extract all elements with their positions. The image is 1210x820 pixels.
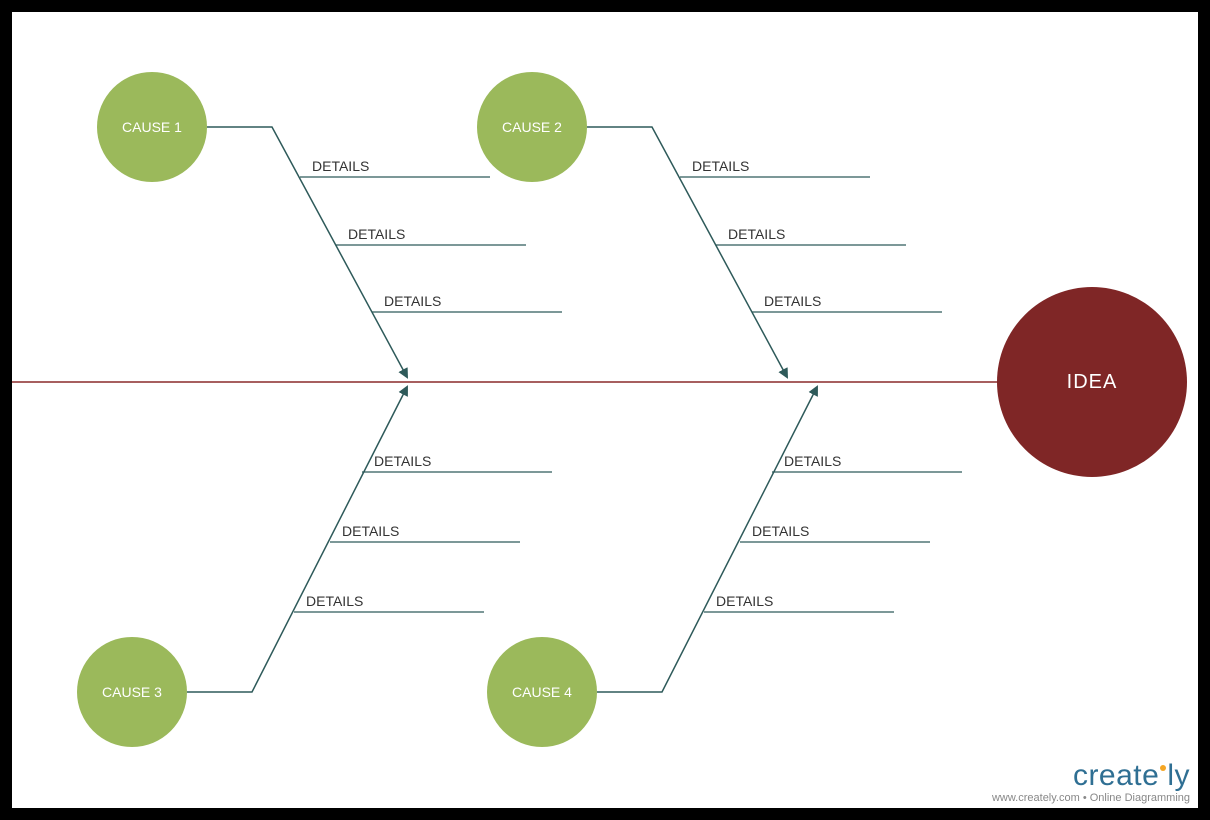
cause-2-label: CAUSE 2: [502, 119, 562, 135]
cause-3-detail-label-2: DETAILS: [306, 593, 363, 609]
brand-part2: ly: [1167, 759, 1190, 792]
cause-3-label: CAUSE 3: [102, 684, 162, 700]
cause-3-detail-label-0: DETAILS: [374, 453, 431, 469]
cause-4-label: CAUSE 4: [512, 684, 572, 700]
cause-1-label: CAUSE 1: [122, 119, 182, 135]
cause-4-detail-label-1: DETAILS: [752, 523, 809, 539]
cause-4-detail-label-0: DETAILS: [784, 453, 841, 469]
cause-3-detail-label-1: DETAILS: [342, 523, 399, 539]
cause-1-bone: [207, 127, 407, 377]
cause-1-detail-label-2: DETAILS: [384, 293, 441, 309]
fishbone-svg: DETAILS DETAILS DETAILS CAUSE 1 DETAILS DETAI…: [12, 12, 1198, 808]
idea-label: IDEA: [1067, 371, 1118, 393]
brand-logo: creately: [992, 761, 1190, 791]
cause-4-detail-label-2: DETAILS: [716, 593, 773, 609]
cause-2-bone: [587, 127, 787, 377]
bulb-icon: [1160, 765, 1166, 771]
cause-3-bone: [187, 387, 407, 692]
brand-tagline: www.creately.com • Online Diagramming: [992, 793, 1190, 804]
cause-4-bone: [597, 387, 817, 692]
diagram-frame: DETAILS DETAILS DETAILS CAUSE 1 DETAILS DETAI…: [0, 0, 1210, 820]
cause-1-detail-label-0: DETAILS: [312, 158, 369, 174]
cause-2-detail-label-1: DETAILS: [728, 226, 785, 242]
cause-1-detail-label-1: DETAILS: [348, 226, 405, 242]
brand-part1: create: [1073, 759, 1159, 792]
cause-2-detail-label-0: DETAILS: [692, 158, 749, 174]
cause-2-detail-label-2: DETAILS: [764, 293, 821, 309]
footer: creately www.creately.com • Online Diagr…: [992, 761, 1190, 804]
